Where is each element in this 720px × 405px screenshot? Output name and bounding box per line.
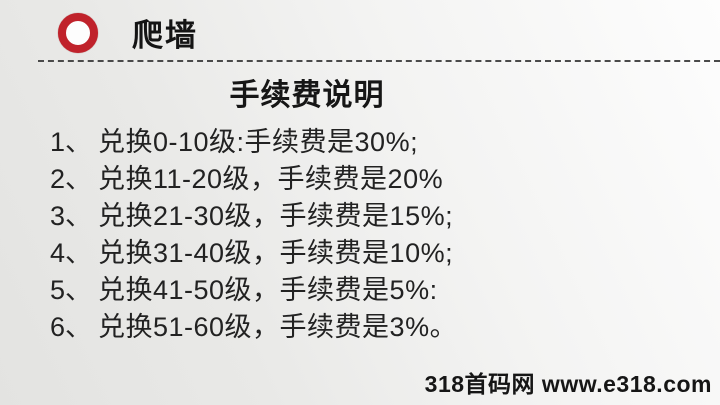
item-text: 兑换51-60级，手续费是3%。 <box>98 312 458 342</box>
list-item: 4、 兑换31-40级，手续费是10%; <box>50 235 700 272</box>
item-number: 1、 <box>50 127 93 157</box>
list-item: 1、 兑换0-10级:手续费是30%; <box>50 124 700 161</box>
red-ring-icon <box>58 12 98 53</box>
item-number: 6、 <box>50 312 93 342</box>
dashed-divider <box>38 60 720 62</box>
page-title: 爬墙 <box>132 18 198 53</box>
item-number: 4、 <box>50 238 93 268</box>
list-item: 3、 兑换21-30级，手续费是15%; <box>50 198 700 235</box>
list-item: 5、 兑换41-50级，手续费是5%: <box>50 272 700 309</box>
item-text: 兑换41-50级，手续费是5%: <box>98 275 438 305</box>
section-heading: 手续费说明 <box>229 79 385 112</box>
item-number: 5、 <box>50 275 93 305</box>
item-text: 兑换21-30级，手续费是15%; <box>98 201 454 231</box>
watermark: 318首码网 www.e318.com <box>424 371 712 397</box>
fee-list: 1、 兑换0-10级:手续费是30%; 2、 兑换11-20级，手续费是20% … <box>50 124 700 346</box>
list-item: 2、 兑换11-20级，手续费是20% <box>50 161 700 198</box>
item-number: 2、 <box>50 164 93 194</box>
item-number: 3、 <box>50 201 93 231</box>
item-text: 兑换0-10级:手续费是30%; <box>98 127 419 157</box>
list-item: 6、 兑换51-60级，手续费是3%。 <box>50 309 700 346</box>
item-text: 兑换31-40级，手续费是10%; <box>98 238 454 268</box>
slide-header: 爬墙 <box>58 10 198 55</box>
item-text: 兑换11-20级，手续费是20% <box>98 164 444 194</box>
